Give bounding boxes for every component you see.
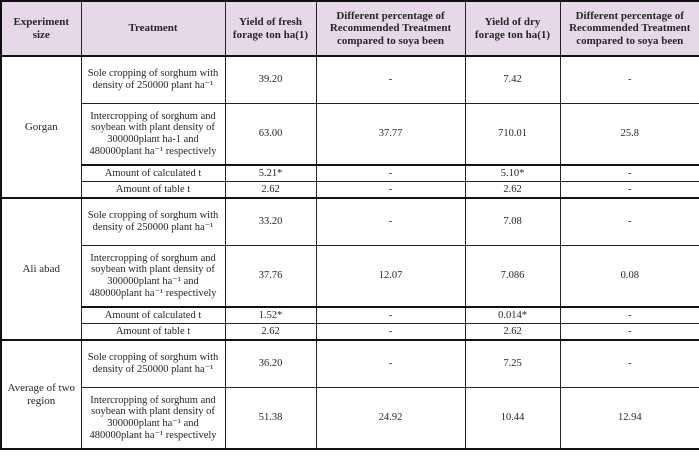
col-header-diff-dry: Different percentage of Recommended Trea… <box>559 0 699 57</box>
dry-yield-cell: 710.01 <box>464 103 561 166</box>
col-header-experiment-size: Experiment size <box>0 0 82 57</box>
diff-fresh-cell: 24.92 <box>315 387 466 450</box>
diff-dry-cell: 25.8 <box>559 103 699 166</box>
treatment-cell: Amount of table t <box>80 181 226 199</box>
diff-fresh-cell: - <box>315 55 466 104</box>
table-row: Amount of calculated t 1.52* - 0.014* - <box>1 306 699 324</box>
diff-dry-cell: - <box>559 164 699 182</box>
fresh-yield-cell: 1.52* <box>224 306 317 324</box>
dry-yield-cell: 2.62 <box>464 323 561 341</box>
table-row: Gorgan Sole cropping of sorghum with den… <box>0 55 699 199</box>
dry-yield-cell: 7.086 <box>464 245 561 308</box>
diff-dry-cell: - <box>559 55 699 104</box>
diff-dry-cell: - <box>559 339 699 388</box>
table-row: Amount of table t 2.62 - 2.62 - <box>1 323 699 341</box>
col-header-diff-fresh: Different percentage of Recommended Trea… <box>315 0 466 57</box>
table-row: Intercropping of sorghum and soybean wit… <box>1 245 699 308</box>
group-label-average: Average of two region <box>0 339 82 450</box>
fresh-yield-cell: 63.00 <box>224 103 317 166</box>
dry-yield-cell: 0.014* <box>464 306 561 324</box>
dry-yield-cell: 2.62 <box>464 181 561 199</box>
treatment-cell: Intercropping of sorghum and soybean wit… <box>80 103 226 166</box>
fresh-yield-cell: 5.21* <box>224 164 317 182</box>
treatment-cell: Amount of table t <box>80 323 226 341</box>
dry-yield-cell: 10.44 <box>464 387 561 450</box>
treatment-cell: Sole cropping of sorghum with density of… <box>80 197 226 246</box>
table-row: Ali abad Sole cropping of sorghum with d… <box>0 197 699 341</box>
table-row: Amount of calculated t 5.21* - 5.10* - <box>1 164 699 182</box>
diff-fresh-cell: - <box>315 323 466 341</box>
diff-fresh-cell: - <box>315 339 466 388</box>
col-header-treatment: Treatment <box>80 0 226 57</box>
fresh-yield-cell: 39.20 <box>224 55 317 104</box>
diff-dry-cell: 12.94 <box>559 387 699 450</box>
fresh-yield-cell: 2.62 <box>224 181 317 199</box>
diff-fresh-cell: - <box>315 164 466 182</box>
treatment-cell: Amount of calculated t <box>80 164 226 182</box>
diff-fresh-cell: - <box>315 181 466 199</box>
fresh-yield-cell: 36.20 <box>224 339 317 388</box>
diff-fresh-cell: 12.07 <box>315 245 466 308</box>
treatment-cell: Sole cropping of sorghum with density of… <box>80 339 226 388</box>
diff-dry-cell: - <box>559 181 699 199</box>
table-header-row: Experiment size Treatment Yield of fresh… <box>0 0 699 57</box>
dry-yield-cell: 7.42 <box>464 55 561 104</box>
dry-yield-cell: 7.08 <box>464 197 561 246</box>
diff-fresh-cell: 37.77 <box>315 103 466 166</box>
diff-dry-cell: - <box>559 197 699 246</box>
diff-dry-cell: - <box>559 306 699 324</box>
diff-fresh-cell: - <box>315 306 466 324</box>
treatment-cell: Amount of calculated t <box>80 306 226 324</box>
fresh-yield-cell: 51.38 <box>224 387 317 450</box>
table-row: Intercropping of sorghum and soybean wit… <box>1 387 699 450</box>
fresh-yield-cell: 2.62 <box>224 323 317 341</box>
treatment-cell: Intercropping of sorghum and soybean wit… <box>80 387 226 450</box>
treatment-cell: Intercropping of sorghum and soybean wit… <box>80 245 226 308</box>
group-label-ali-abad: Ali abad <box>0 197 82 341</box>
diff-dry-cell: 0.08 <box>559 245 699 308</box>
yield-comparison-table: Experiment size Treatment Yield of fresh… <box>0 0 699 450</box>
fresh-yield-cell: 33.20 <box>224 197 317 246</box>
diff-fresh-cell: - <box>315 197 466 246</box>
treatment-cell: Sole cropping of sorghum with density of… <box>80 55 226 104</box>
dry-yield-cell: 5.10* <box>464 164 561 182</box>
fresh-yield-cell: 37.76 <box>224 245 317 308</box>
col-header-fresh-yield: Yield of fresh forage ton ha(1) <box>224 0 317 57</box>
dry-yield-cell: 7.25 <box>464 339 561 388</box>
group-label-gorgan: Gorgan <box>0 55 82 199</box>
col-header-dry-yield: Yield of dry forage ton ha(1) <box>464 0 561 57</box>
table-row: Average of two region Sole cropping of s… <box>0 339 699 450</box>
table-row: Intercropping of sorghum and soybean wit… <box>1 103 699 166</box>
table-row: Amount of table t 2.62 - 2.62 - <box>1 181 699 199</box>
diff-dry-cell: - <box>559 323 699 341</box>
